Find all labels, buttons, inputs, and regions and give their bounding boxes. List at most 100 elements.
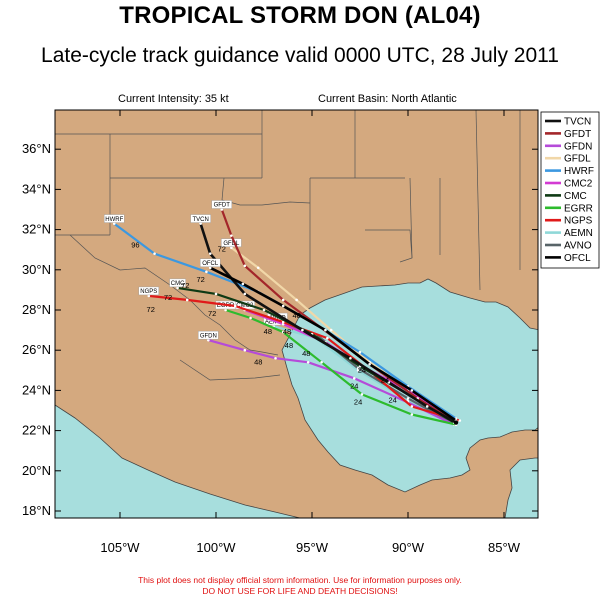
forecast-hour-label: 24 — [358, 365, 366, 374]
forecast-hour-label: 24 — [350, 381, 358, 390]
track-tag-cmc2: CMC2 — [236, 303, 254, 309]
track-point — [410, 413, 414, 416]
track-point — [207, 338, 210, 342]
track-tag-hwrf: HWRF — [105, 217, 123, 223]
track-point — [281, 304, 285, 308]
track-point — [243, 348, 247, 352]
track-point — [220, 208, 224, 211]
lat-tick-label: 26°N — [22, 342, 51, 357]
lat-tick-label: 22°N — [22, 423, 51, 438]
lat-tick-label: 18°N — [22, 503, 51, 518]
legend-label-tvcn: TVCN — [564, 117, 591, 128]
page-title: TROPICAL STORM DON (AL04) — [119, 2, 481, 29]
track-point — [230, 246, 233, 249]
forecast-hour-label: 72 — [196, 275, 204, 284]
track-tag-box — [138, 286, 160, 296]
lon-tick-label: 100°W — [196, 540, 236, 555]
map-frame — [54, 109, 539, 519]
lon-tick-label: 85°W — [488, 540, 521, 555]
caribbean-sea — [504, 457, 538, 518]
lat-tick-label: 36°N — [22, 141, 51, 156]
legend-label-cmc2: CMC2 — [564, 179, 593, 190]
track-point — [281, 298, 285, 302]
track-point — [295, 298, 298, 302]
track-point — [306, 360, 310, 364]
forecast-hour-label: 96 — [131, 241, 139, 250]
forecast-hour-label: 48 — [283, 327, 291, 336]
track-tag-box — [169, 278, 186, 288]
track-point — [208, 266, 212, 270]
forecast-hour-label: 24 — [388, 395, 396, 404]
track-point — [224, 308, 227, 312]
track-point — [185, 298, 189, 302]
track-point — [243, 264, 247, 268]
legend-label-gfdn: GFDN — [564, 141, 592, 152]
forecast-hour-label: 48 — [264, 327, 272, 336]
lon-tick-label: 90°W — [392, 540, 425, 555]
legend-label-gfdl: GFDL — [564, 154, 591, 165]
current-intensity: Current Intensity: 35 kt — [118, 93, 229, 105]
track-point — [112, 222, 116, 225]
forecast-hour-label: 72 — [218, 245, 226, 254]
borders — [55, 110, 521, 381]
track-point — [329, 328, 333, 332]
track-point — [147, 294, 151, 298]
track-tag-avno: AVNO — [269, 315, 286, 321]
track-tag-egrr: EGRR — [217, 303, 235, 309]
track-point — [241, 282, 245, 286]
track-point — [320, 360, 323, 364]
lat-tick-label: 20°N — [22, 463, 51, 478]
track-tag-aemn: AEMN — [265, 319, 282, 325]
legend-label-cmc: CMC — [564, 191, 587, 202]
track-point — [205, 270, 208, 274]
track-point — [349, 356, 352, 360]
track-point — [230, 234, 233, 237]
lat-tick-label: 28°N — [22, 302, 51, 317]
disclaimer-line-2: DO NOT USE FOR LIFE AND DEATH DECISIONS! — [202, 586, 398, 596]
forecast-hour-label: 48 — [292, 311, 300, 320]
forecast-hour-label: 72 — [181, 281, 189, 290]
track-gfdt — [220, 209, 457, 424]
track-tag-box — [221, 238, 242, 247]
forecast-hour-label: 48 — [285, 341, 293, 350]
track-point — [368, 362, 371, 366]
legend-label-egrr: EGRR — [564, 203, 593, 214]
lon-axis: 105°W 100°W 95°W 90°W 85°W — [100, 110, 521, 555]
legend-label-ngps: NGPS — [564, 216, 593, 227]
track-tag-box — [200, 258, 221, 267]
track-point — [410, 405, 414, 408]
track-point — [324, 328, 327, 332]
track-tag-box — [198, 330, 219, 340]
lat-tick-label: 32°N — [22, 222, 51, 237]
track-point — [233, 304, 237, 308]
disclaimer-line-1: This plot does not display official stor… — [138, 575, 462, 585]
lat-tick-label: 24°N — [22, 382, 51, 397]
track-tag-gfdl: GFDL — [223, 241, 240, 247]
forecast-hour-label: 48 — [302, 349, 310, 358]
track-tag-cmc: CMC — [171, 281, 185, 287]
forecast-hour-label: 72 — [208, 309, 216, 318]
legend-label-hwrf: HWRF — [564, 166, 594, 177]
track-tag-ofcl: OFCL — [202, 261, 219, 267]
legend-label-aemn: AEMN — [564, 228, 593, 239]
track-point — [274, 356, 277, 360]
track-point — [208, 252, 212, 256]
track-point — [249, 316, 252, 320]
forecast-hour-label: 24 — [381, 375, 389, 384]
track-tag-ngps: NGPS — [140, 289, 157, 295]
track-tag-box — [190, 214, 211, 223]
track-tag-tvcn: TVCN — [192, 217, 208, 223]
track-tag-gfdn: GFDN — [200, 333, 217, 339]
gulf-of-mexico — [281, 278, 538, 493]
track-point — [358, 350, 362, 354]
track-point — [262, 308, 266, 312]
track-tag-gfdt: GFDT — [214, 203, 231, 209]
track-point — [214, 292, 218, 296]
forecast-hour-label: 24 — [354, 397, 362, 406]
legend-label-avno: AVNO — [564, 241, 592, 252]
track-point — [153, 252, 156, 256]
storm-position — [453, 420, 459, 425]
